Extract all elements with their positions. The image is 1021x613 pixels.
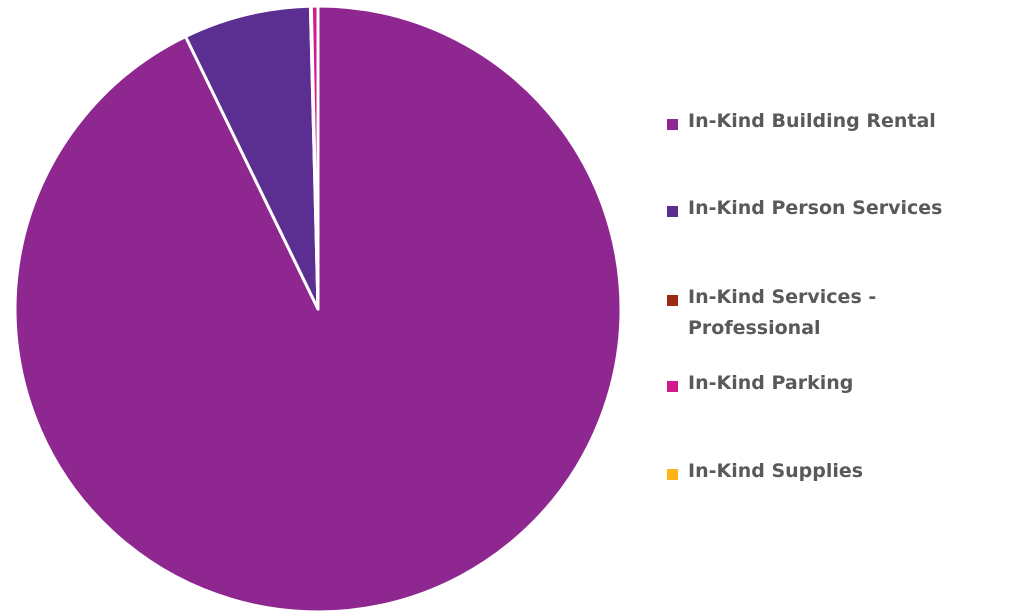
legend-swatch-supplies	[667, 469, 678, 480]
pie-slice-in-kind-parking	[309, 4, 320, 311]
legend-item-supplies: In-Kind Supplies	[667, 460, 1003, 487]
legend-label-parking: In-Kind Parking	[688, 372, 854, 394]
legend-item-person-services: In-Kind Person Services	[667, 197, 1003, 224]
pie-slice-in-kind-person-services	[184, 4, 320, 311]
legend-swatch-parking	[667, 381, 678, 392]
legend-label-person-services: In-Kind Person Services	[688, 197, 943, 219]
legend-swatch-person-services	[667, 206, 678, 217]
legend-label-building-rental: In-Kind Building Rental	[688, 110, 936, 132]
legend-swatch-services-professional	[667, 295, 678, 306]
legend-item-building-rental: In-Kind Building Rental	[667, 110, 1003, 137]
legend-swatch-building-rental	[667, 119, 678, 130]
legend-label-services-professional: In-Kind Services - Professional	[688, 286, 877, 339]
pie-chart	[13, 4, 623, 613]
legend-item-services-professional: In-Kind Services - Professional	[667, 286, 928, 344]
legend-item-parking: In-Kind Parking	[667, 372, 1003, 399]
legend-label-supplies: In-Kind Supplies	[688, 460, 864, 482]
